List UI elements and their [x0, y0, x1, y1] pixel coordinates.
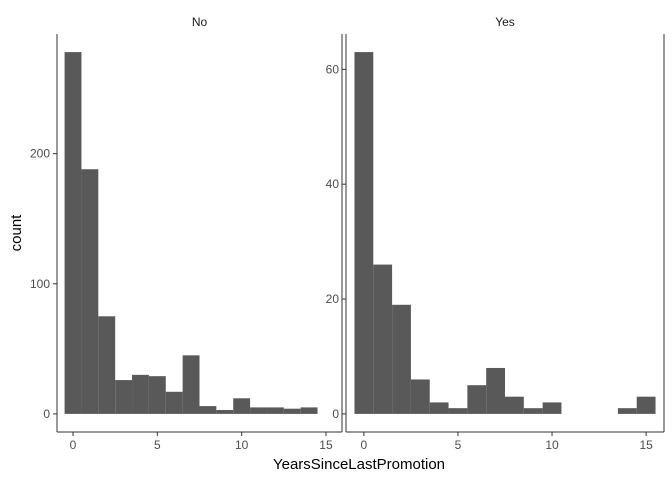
histogram-bar — [410, 379, 430, 414]
histogram-bar — [392, 304, 411, 414]
y-tick-label: 0 — [332, 407, 339, 421]
histogram-bar — [266, 407, 284, 414]
histogram-bar — [636, 396, 656, 414]
x-tick-label: 10 — [235, 438, 249, 452]
x-axis-title: YearsSinceLastPromotion — [273, 456, 445, 473]
x-tick-label: 5 — [455, 438, 462, 452]
histogram-bar — [81, 169, 99, 414]
x-tick-label: 0 — [361, 438, 368, 452]
histogram-bar — [98, 316, 116, 414]
histogram-bar — [283, 408, 301, 414]
y-tick-label: 200 — [30, 147, 50, 161]
x-tick-label: 10 — [545, 438, 559, 452]
histogram-bar — [250, 407, 267, 414]
histogram-bar — [617, 408, 637, 414]
y-axis-title: count — [8, 214, 25, 252]
x-tick-label: 5 — [154, 438, 161, 452]
histogram-bar — [300, 407, 318, 414]
histogram-bar — [505, 396, 524, 414]
y-tick-label: 60 — [326, 62, 340, 76]
histogram-bar — [467, 385, 487, 414]
facet-panel-yes: Yes 0 20 40 60 0 5 10 15 — [326, 15, 665, 452]
y-tick-label: 0 — [43, 407, 50, 421]
facet-strip-label: Yes — [495, 15, 515, 29]
y-tick-label: 20 — [326, 292, 340, 306]
histogram-bar — [148, 376, 166, 414]
histogram-bar — [486, 367, 505, 414]
facet-strip-label: No — [192, 15, 208, 29]
histogram-bar — [64, 52, 82, 414]
histogram-bar — [429, 402, 449, 414]
y-tick-label: 100 — [30, 277, 50, 291]
panels-layer: No 0 100 200 0 5 10 15 Yes 0 20 40 60 0 5 10 15 — [30, 15, 665, 452]
histogram-bar — [199, 406, 217, 414]
histogram-bar — [132, 374, 149, 414]
histogram-bar — [542, 402, 562, 414]
histogram-bar — [523, 408, 543, 414]
histogram-bar — [373, 264, 393, 414]
x-tick-label: 15 — [319, 438, 333, 452]
histogram-bar — [165, 391, 183, 414]
histogram-bar — [354, 52, 374, 414]
histogram-bar — [216, 410, 234, 414]
histogram-bar — [115, 380, 133, 414]
x-tick-label: 15 — [639, 438, 653, 452]
x-tick-label: 0 — [70, 438, 77, 452]
histogram-bar — [182, 355, 200, 414]
histogram-bar — [448, 408, 468, 414]
histogram-bar — [233, 398, 251, 414]
y-tick-label: 40 — [326, 177, 340, 191]
